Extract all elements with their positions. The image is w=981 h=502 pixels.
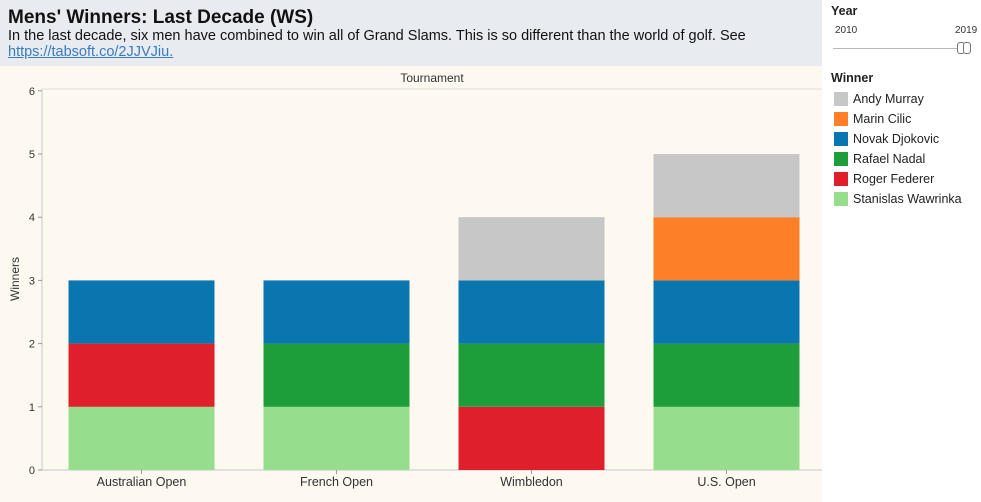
bar-segment-novak-djokovic [68, 280, 215, 344]
y-tick-label: 4 [29, 212, 35, 224]
legend-label: Roger Federer [853, 172, 935, 186]
bar-segment-novak-djokovic [263, 280, 410, 344]
page-subtitle: In the last decade, six men have combine… [8, 28, 746, 44]
bar-segment-rafael-nadal [458, 343, 605, 407]
bar-segment-stanislas-wawrinka [68, 406, 215, 470]
legend-swatch [834, 172, 848, 186]
year-filter-max: 2019 [955, 25, 978, 36]
bar-segment-stanislas-wawrinka [263, 406, 410, 470]
y-tick-label: 5 [29, 149, 35, 161]
y-tick-label: 3 [29, 275, 35, 287]
bar-segment-roger-federer [68, 343, 215, 407]
legend-label: Stanislas Wawrinka [853, 192, 962, 206]
y-tick-label: 0 [29, 465, 35, 477]
bar-segment-rafael-nadal [653, 343, 800, 407]
bar-segment-stanislas-wawrinka [653, 406, 800, 470]
legend-label: Novak Djokovic [853, 132, 940, 146]
chart-title: Tournament [400, 71, 464, 85]
legend-item-roger-federer[interactable]: Roger Federer [834, 169, 962, 189]
legend-swatch [834, 192, 848, 206]
legend-title: Winner [831, 71, 874, 85]
x-tick-label: Wimbledon [500, 475, 563, 489]
legend-item-marin-cilic[interactable]: Marin Cilic [834, 109, 962, 129]
bar-segment-marin-cilic [653, 217, 800, 281]
page-title: Mens' Winners: Last Decade (WS) [8, 7, 314, 28]
year-slider-handle-end[interactable] [963, 42, 971, 54]
year-filter-min: 2010 [835, 25, 858, 36]
bar-segment-rafael-nadal [263, 343, 410, 407]
y-tick-label: 2 [29, 339, 35, 351]
legend: Andy Murray Marin Cilic Novak Djokovic R… [834, 89, 962, 209]
legend-item-stanislas-wawrinka[interactable]: Stanislas Wawrinka [834, 189, 962, 209]
bar-segment-novak-djokovic [458, 280, 605, 344]
legend-swatch [834, 132, 848, 146]
bar-segment-andy-murray [458, 217, 605, 281]
source-link[interactable]: https://tabsoft.co/2JJVJiu. [8, 44, 174, 60]
y-tick-label: 1 [29, 402, 35, 414]
legend-label: Marin Cilic [853, 112, 912, 126]
legend-label: Rafael Nadal [853, 152, 926, 166]
y-axis-label: Winners [8, 257, 22, 301]
x-tick-label: U.S. Open [697, 475, 755, 489]
bar-segment-roger-federer [458, 406, 605, 470]
x-tick-label: French Open [300, 475, 373, 489]
legend-swatch [834, 92, 848, 106]
y-tick-label: 6 [29, 86, 35, 98]
legend-item-novak-djokovic[interactable]: Novak Djokovic [834, 129, 962, 149]
bar-segment-novak-djokovic [653, 280, 800, 344]
header-panel: Mens' Winners: Last Decade (WS) In the l… [0, 0, 822, 66]
legend-swatch [834, 152, 848, 166]
stacked-bar-chart: Tournament Winners 0 1 2 3 4 5 6 Australian Open F… [8, 71, 822, 489]
x-tick-label: Australian Open [97, 475, 187, 489]
year-filter-title: Year [831, 4, 858, 18]
legend-item-rafael-nadal[interactable]: Rafael Nadal [834, 149, 962, 169]
year-slider-track[interactable] [833, 48, 971, 49]
bar-segment-andy-murray [653, 154, 800, 218]
legend-label: Andy Murray [853, 92, 924, 106]
legend-swatch [834, 112, 848, 126]
legend-item-andy-murray[interactable]: Andy Murray [834, 89, 962, 109]
